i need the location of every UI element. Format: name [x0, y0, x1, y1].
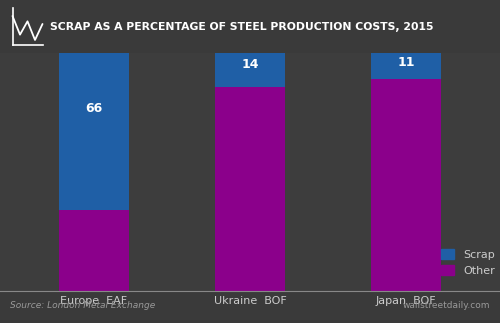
Bar: [371, 79, 442, 291]
Bar: [215, 87, 285, 291]
Bar: [58, 53, 129, 210]
Bar: [58, 210, 129, 291]
Legend: Scrap, Other: Scrap, Other: [436, 245, 500, 280]
Text: SCRAP AS A PERCENTAGE OF STEEL PRODUCTION COSTS, 2015: SCRAP AS A PERCENTAGE OF STEEL PRODUCTIO…: [50, 22, 434, 32]
Bar: [215, 53, 285, 87]
Text: 11: 11: [398, 56, 415, 69]
Text: wallstreetdaily.com: wallstreetdaily.com: [402, 301, 490, 310]
Bar: [371, 53, 442, 79]
Text: 66: 66: [85, 102, 102, 115]
Text: 14: 14: [241, 58, 259, 71]
Text: Source: London Metal Exchange: Source: London Metal Exchange: [10, 301, 155, 310]
